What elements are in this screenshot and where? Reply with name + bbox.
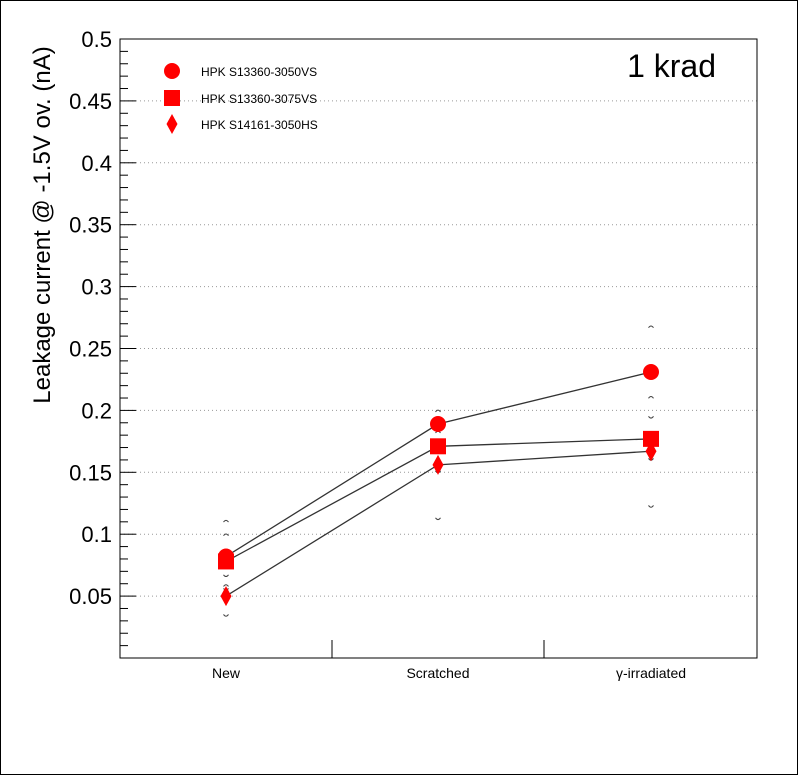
error-cap-upper — [223, 584, 229, 587]
error-cap-upper — [223, 533, 229, 537]
y-tick-label: 0.15 — [69, 460, 112, 485]
point-square-γ-irradiated — [643, 430, 659, 447]
legend-marker-circle — [164, 63, 180, 79]
error-cap-upper — [223, 519, 229, 523]
y-tick-label: 0.5 — [81, 27, 112, 52]
point-diamond-γ-irradiated — [645, 441, 657, 462]
legend-label: HPK S13360-3075VS — [201, 92, 317, 106]
error-cap-upper — [435, 409, 441, 413]
dose-annotation: 1 krad — [627, 48, 716, 84]
grid-lines — [120, 100, 757, 597]
y-tick-label: 0.3 — [81, 275, 112, 300]
error-cap-upper — [648, 325, 654, 329]
legend-marker-square — [164, 90, 180, 106]
error-cap-lower — [435, 517, 441, 521]
point-diamond-New — [220, 586, 232, 607]
y-tick-label: 0.05 — [69, 584, 112, 609]
error-cap-lower — [223, 614, 229, 617]
error-cap-lower — [648, 505, 654, 508]
y-axis-ticks: 0.05 0.1 0.15 0.2 0.25 0.3 0.35 0.4 0.45 0.5 — [69, 27, 136, 647]
y-tick-label: 0.1 — [81, 522, 112, 547]
series-lines — [225, 371, 652, 597]
point-diamond-Scratched — [432, 454, 444, 475]
y-tick-label: 0.4 — [81, 151, 112, 176]
error-cap-lower — [648, 416, 654, 419]
point-circle-Scratched — [430, 416, 446, 433]
x-axis-ticks: New Scratched γ-irradiated — [212, 640, 686, 681]
y-axis-label: Leakage current @ -1.5V ov. (nA) — [29, 46, 56, 403]
y-tick-label: 0.45 — [69, 89, 112, 114]
legend-label: HPK S14161-3050HS — [201, 118, 318, 132]
x-tick-label: New — [212, 665, 241, 681]
data-markers — [218, 364, 659, 607]
error-cap-lower — [223, 574, 229, 578]
point-square-New — [218, 553, 234, 570]
point-circle-γ-irradiated — [643, 364, 659, 381]
point-square-Scratched — [430, 438, 446, 455]
x-tick-label: γ-irradiated — [616, 665, 686, 681]
legend: HPK S13360-3050VS HPK S13360-3075VS HPK S1… — [164, 63, 318, 134]
y-tick-label: 0.25 — [69, 337, 112, 362]
legend-marker-diamond — [166, 114, 178, 134]
legend-label: HPK S13360-3050VS — [201, 65, 317, 79]
x-tick-label: Scratched — [406, 665, 469, 681]
y-tick-label: 0.2 — [81, 398, 112, 423]
error-cap-upper — [648, 396, 654, 399]
y-tick-label: 0.35 — [69, 213, 112, 238]
